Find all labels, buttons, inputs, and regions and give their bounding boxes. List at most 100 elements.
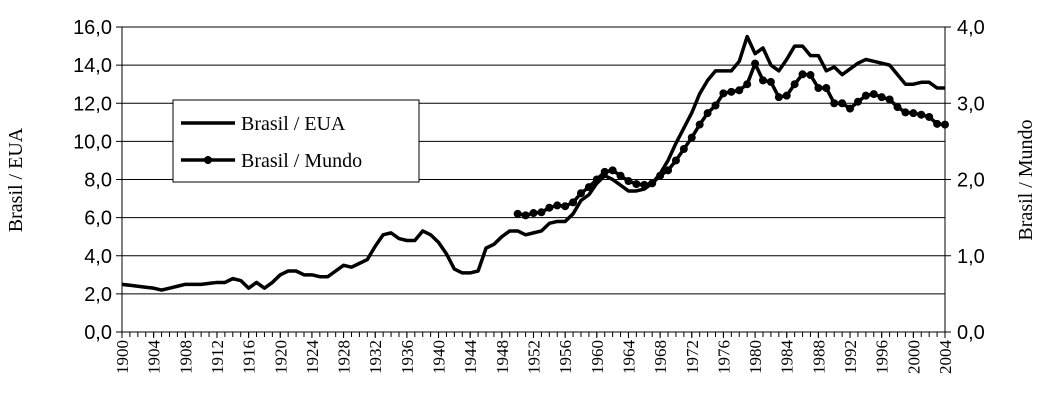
y2-tick-label: 3,0 (957, 93, 985, 115)
series-marker (877, 93, 886, 102)
series-marker (790, 80, 799, 89)
series-marker (576, 189, 585, 198)
x-tick-label: 1904 (145, 340, 164, 375)
series-marker (711, 101, 720, 110)
x-tick-label: 1924 (303, 340, 322, 375)
series-marker (838, 99, 847, 108)
x-tick-label: 1948 (493, 340, 512, 374)
y-tick-label: 12,0 (73, 93, 112, 115)
x-tick-label: 1916 (240, 340, 259, 374)
series-marker (616, 171, 625, 180)
series-marker (584, 183, 593, 192)
x-tick-label: 1908 (176, 340, 195, 374)
y-tick-label: 10,0 (73, 131, 112, 153)
series-marker (909, 109, 918, 118)
series-marker (608, 166, 617, 175)
x-tick-label: 1940 (430, 340, 449, 374)
x-tick-label: 1964 (619, 340, 638, 375)
series-marker (885, 95, 894, 104)
series-marker (529, 209, 538, 218)
x-tick-label: 1976 (714, 340, 733, 374)
series-marker (569, 198, 578, 207)
x-tick-label: 1920 (271, 340, 290, 374)
series-marker (592, 175, 601, 184)
legend-marker (204, 156, 212, 164)
legend-label: Brasil / Mundo (241, 150, 362, 172)
series-marker (869, 90, 878, 99)
series-marker (853, 97, 862, 106)
x-tick-label: 2004 (936, 340, 955, 375)
series-marker (545, 203, 554, 212)
series-line (121, 34, 945, 292)
x-tick-label: 1952 (525, 340, 544, 374)
series-marker (513, 209, 522, 218)
y-tick-label: 14,0 (73, 55, 112, 77)
y2-axis-label: Brasil / Mundo (1015, 119, 1037, 240)
series-marker (687, 133, 696, 142)
series-marker (719, 89, 728, 98)
x-tick-label: 1900 (113, 340, 132, 374)
x-tick-label: 1984 (778, 340, 797, 375)
y2-tick-label: 4,0 (957, 17, 985, 39)
series-marker (703, 109, 712, 118)
series-marker (822, 84, 831, 92)
x-tick-label: 1972 (683, 340, 702, 374)
y2-tick-label: 1,0 (957, 246, 985, 268)
series-marker (917, 110, 926, 119)
series-marker (806, 71, 815, 80)
series-marker (766, 77, 775, 86)
x-tick-label: 1992 (841, 340, 860, 374)
series-marker (925, 112, 934, 121)
x-tick-label: 1912 (208, 340, 227, 374)
x-tick-label: 1928 (335, 340, 354, 374)
series-marker (861, 91, 870, 100)
y-tick-label: 16,0 (73, 17, 112, 39)
series-marker (664, 166, 673, 175)
series-marker (600, 167, 609, 176)
series-marker (901, 108, 910, 117)
legend-box (172, 99, 420, 183)
series-marker (679, 145, 688, 153)
series-marker (553, 201, 562, 210)
y-tick-label: 6,0 (84, 208, 112, 230)
y-tick-label: 2,0 (84, 284, 112, 306)
series-marker (758, 76, 767, 85)
series-marker (774, 93, 783, 102)
series-marker (537, 208, 546, 217)
series-marker (671, 156, 680, 165)
x-tick-label: 1936 (398, 340, 417, 374)
series-marker (751, 59, 760, 68)
series-marker (743, 80, 752, 89)
x-tick-label: 1960 (588, 340, 607, 374)
x-tick-label: 1956 (556, 340, 575, 374)
series-marker (648, 179, 657, 188)
x-tick-label: 1996 (873, 340, 892, 374)
series-marker (814, 84, 823, 92)
series-marker (941, 120, 949, 129)
series-marker (624, 177, 633, 186)
x-tick-label: 1988 (809, 340, 828, 374)
legend-label: Brasil / EUA (241, 113, 346, 135)
x-tick-label: 1932 (366, 340, 385, 374)
series-marker (656, 171, 665, 180)
y-tick-label: 0,0 (84, 322, 112, 344)
series-marker (846, 104, 855, 113)
series-marker (521, 211, 530, 220)
y-tick-label: 4,0 (84, 246, 112, 268)
series-marker (640, 180, 649, 189)
series-marker (735, 86, 744, 95)
series-marker (798, 70, 807, 79)
series-marker (632, 180, 641, 189)
series-marker (727, 87, 736, 96)
series-marker (893, 103, 902, 112)
y2-tick-label: 2,0 (957, 170, 985, 192)
y-tick-label: 8,0 (84, 170, 112, 192)
series-marker (830, 99, 839, 108)
x-tick-label: 1944 (461, 340, 480, 375)
x-tick-label: 2000 (904, 340, 923, 374)
y-axis-label: Brasil / EUA (5, 127, 27, 232)
x-tick-label: 1980 (746, 340, 765, 374)
series-marker (782, 91, 791, 100)
series-marker (933, 119, 942, 128)
